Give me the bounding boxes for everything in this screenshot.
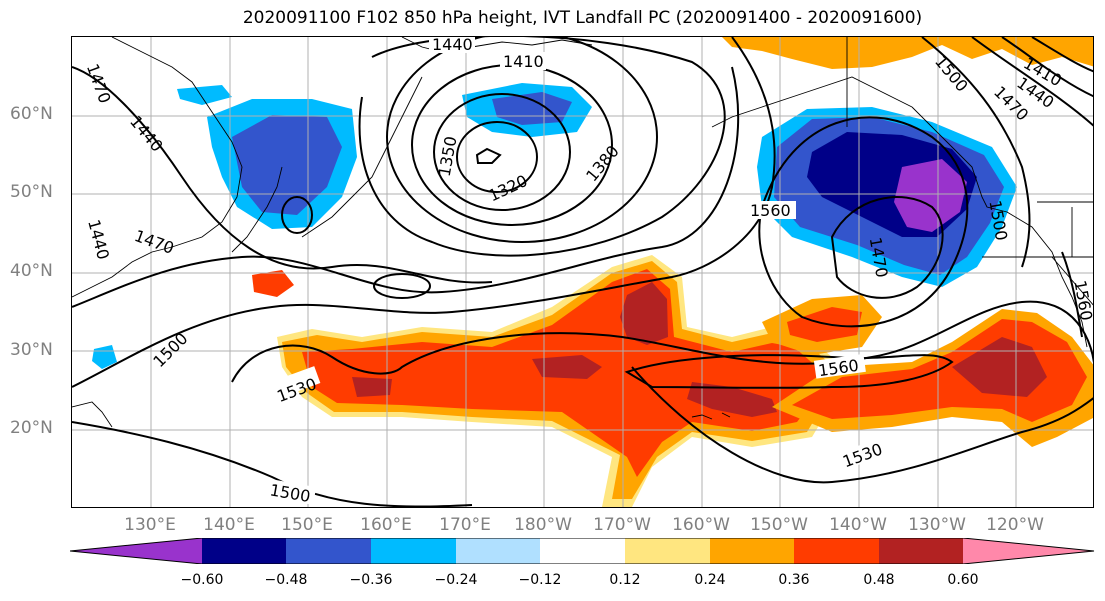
contour-1560-coast: [1061, 251, 1083, 338]
contour-1500-west: [72, 37, 776, 388]
lon-label-170e: 170°E: [439, 515, 491, 535]
contour-1290: [475, 147, 502, 164]
colorbar-segments: [70, 538, 1094, 564]
colorbar-tick-label: −0.48: [264, 572, 308, 588]
lon-label-120w: 120°W: [986, 515, 1044, 535]
colorbar-segment: [456, 538, 541, 564]
colorbar-segment: [371, 538, 456, 564]
ivt-fill-layer: [92, 37, 1093, 507]
contour-label: 1350: [435, 135, 461, 178]
lon-label-130e: 130°E: [124, 515, 176, 535]
colorbar-tick-label: 0.60: [947, 572, 979, 588]
map-gridlines: [72, 37, 1093, 507]
contour-label: 1560: [1070, 279, 1094, 322]
negative-anomaly-northwest: [177, 85, 232, 105]
colorbar-segment: [202, 538, 287, 564]
colorbar-tick-label: −0.60: [180, 572, 224, 588]
contour-label: 1470: [132, 226, 177, 258]
positive-anomaly-small-west: [252, 270, 294, 297]
contour-label: 1440: [84, 217, 113, 261]
colorbar-extend-max: [963, 538, 1094, 564]
contour-1560-east: [624, 354, 954, 389]
negative-anomaly-goa-purple: [894, 159, 967, 232]
colorbar-segment: [625, 538, 710, 564]
contour-1560-low: [758, 116, 969, 328]
contour-label: 1410: [503, 52, 544, 71]
contour-1470-east: [971, 37, 1093, 127]
colorbar-segment: [879, 538, 964, 564]
colorbar-tick-label: −0.36: [349, 572, 393, 588]
contour-1530: [231, 300, 1093, 383]
positive-anomaly-east-core: [952, 337, 1047, 397]
lon-label-140e: 140°E: [203, 515, 255, 535]
contour-1440-b: [72, 66, 493, 284]
colorbar-tick-label: −0.24: [434, 572, 478, 588]
negative-anomaly-kamchatka-core: [232, 115, 342, 215]
colorbar-outline: [70, 538, 1095, 564]
positive-anomaly-core-4: [352, 377, 392, 397]
lon-label-160e: 160°E: [360, 515, 412, 535]
contour-label: 1500: [149, 329, 191, 371]
lon-label-160w: 160°W: [672, 515, 730, 535]
colorbar-segment: [710, 538, 795, 564]
lon-label-180w: 180°W: [514, 515, 572, 535]
lon-label-170w: 170°W: [593, 515, 651, 535]
colorbar-segment: [286, 538, 371, 564]
contour-1440-a: [358, 37, 726, 257]
colorbar-tick-label: 0.12: [609, 572, 641, 588]
contour-label: 1560: [750, 201, 791, 220]
contour-1440-small: [281, 196, 313, 234]
contour-label: 1500: [268, 480, 311, 506]
colorbar-tick-label: 0.24: [694, 572, 726, 588]
contour-1500-south: [72, 421, 473, 507]
colorbar-tick-label: −0.12: [518, 572, 562, 588]
negative-anomaly-aleutian-core: [492, 92, 572, 125]
contour-label: 1440: [432, 37, 473, 54]
coastlines: [72, 37, 1093, 428]
contour-1500-east: [921, 37, 1031, 268]
lon-label-140w: 140°W: [829, 515, 887, 535]
contour-1470-west: [72, 66, 740, 308]
colorbar-segment: [794, 538, 879, 564]
contour-1440-east: [1001, 37, 1093, 98]
lon-label-150w: 150°W: [750, 515, 808, 535]
lat-label-20n: 20°N: [10, 418, 53, 438]
contour-1530-south: [631, 366, 1093, 484]
contour-1320: [456, 121, 538, 193]
contour-label: 1320: [485, 171, 530, 205]
map-panel[interactable]: 1440 1410 1470 1440 1380 1350 1320 1440 …: [71, 36, 1094, 508]
positive-anomaly-core-3: [532, 355, 602, 379]
height-contours: [72, 37, 1093, 507]
lat-label-40n: 40°N: [10, 261, 53, 281]
colorbar-tick-label: 0.36: [778, 572, 810, 588]
colorbar: [70, 538, 1095, 564]
contour-1470-low: [830, 196, 944, 299]
colorbar-segment: [540, 538, 625, 564]
contour-1410: [386, 37, 658, 243]
contour-1470-small: [373, 273, 431, 299]
lon-label-130w: 130°W: [908, 515, 966, 535]
map-canvas: 1440 1410 1470 1440 1380 1350 1320 1440 …: [72, 37, 1094, 507]
contour-1350: [433, 93, 571, 211]
lat-label-50n: 50°N: [10, 182, 53, 202]
contour-1410-east: [1031, 37, 1093, 73]
lat-label-30n: 30°N: [10, 340, 53, 360]
positive-anomaly-core-1: [620, 282, 668, 345]
contour-label: 1500: [931, 52, 972, 95]
contour-label: 1470: [83, 61, 115, 106]
colorbar-tick-label: 0.48: [863, 572, 895, 588]
positive-anomaly-core-2: [687, 382, 777, 417]
contour-label: 1440: [126, 112, 167, 155]
map-title: 2020091100 F102 850 hPa height, IVT Land…: [242, 8, 923, 28]
positive-anomaly-alaska: [722, 37, 1093, 69]
lon-label-150e: 150°E: [281, 515, 333, 535]
colorbar-extend-min: [70, 538, 202, 564]
contour-label: 1530: [840, 439, 885, 471]
lat-label-60n: 60°N: [10, 104, 53, 124]
